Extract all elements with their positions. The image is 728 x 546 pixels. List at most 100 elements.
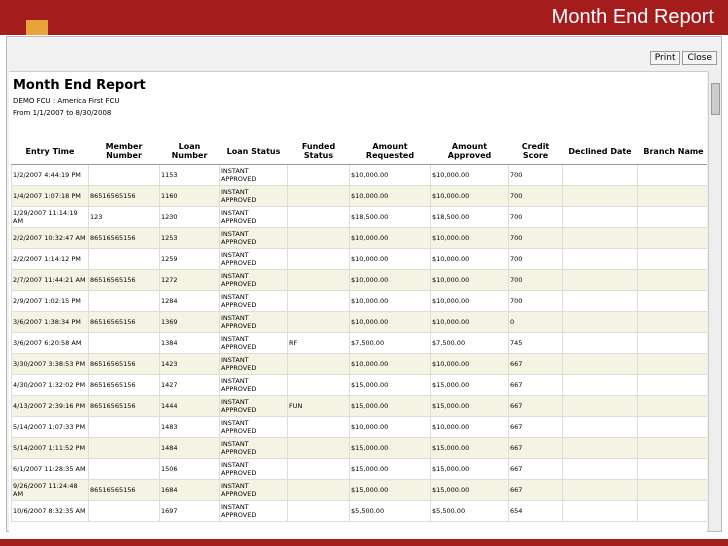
report-table: Entry Time Member Number Loan Number Loan S… bbox=[11, 138, 707, 522]
table-row: 5/14/2007 1:07:33 PM 1483 INSTANT APPROVED… bbox=[11, 416, 707, 438]
table-cell: INSTANT APPROVED bbox=[219, 290, 288, 312]
table-cell: 1384 bbox=[159, 332, 220, 354]
table-cell: 1427 bbox=[159, 374, 220, 396]
table-cell bbox=[637, 164, 707, 186]
table-cell: $18,500.00 bbox=[430, 206, 509, 228]
table-cell: 86516565156 bbox=[88, 311, 160, 333]
table-row: 5/14/2007 1:11:52 PM 1484 INSTANT APPROVED… bbox=[11, 437, 707, 459]
table-cell bbox=[287, 458, 350, 480]
table-cell: INSTANT APPROVED bbox=[219, 500, 288, 522]
loan-status: INSTANT APPROVED bbox=[221, 461, 257, 477]
table-cell bbox=[88, 248, 160, 270]
table-cell bbox=[637, 458, 707, 480]
table-cell bbox=[637, 437, 707, 459]
table-cell bbox=[637, 416, 707, 438]
table-cell bbox=[562, 206, 638, 228]
table-cell bbox=[88, 332, 160, 354]
table-cell: $5,500.00 bbox=[430, 500, 509, 522]
table-cell: 10/6/2007 8:32:35 AM bbox=[11, 500, 89, 522]
table-cell: 3/30/2007 3:38:53 PM bbox=[11, 353, 89, 375]
loan-status: INSTANT APPROVED bbox=[221, 314, 257, 330]
table-cell bbox=[637, 269, 707, 291]
table-cell: $10,000.00 bbox=[349, 248, 431, 270]
table-cell bbox=[287, 269, 350, 291]
close-button[interactable]: Close bbox=[682, 51, 717, 65]
table-cell bbox=[562, 248, 638, 270]
table-cell bbox=[637, 500, 707, 522]
table-cell: 1253 bbox=[159, 227, 220, 249]
table-cell: 700 bbox=[508, 185, 563, 207]
table-cell: 5/14/2007 1:07:33 PM bbox=[11, 416, 89, 438]
table-cell: 1/2/2007 4:44:19 PM bbox=[11, 164, 89, 186]
report-content: Month End Report DEMO FCU : America Firs… bbox=[9, 71, 707, 532]
table-cell: 6/1/2007 11:28:35 AM bbox=[11, 458, 89, 480]
table-cell: INSTANT APPROVED bbox=[219, 227, 288, 249]
table-row: 3/6/2007 1:38:34 PM 86516565156 1369 INSTAN… bbox=[11, 311, 707, 333]
report-subtitle: DEMO FCU : America First FCU bbox=[13, 97, 120, 105]
table-cell bbox=[287, 353, 350, 375]
table-cell bbox=[287, 374, 350, 396]
table-cell: 745 bbox=[508, 332, 563, 354]
table-cell: $10,000.00 bbox=[349, 227, 431, 249]
table-cell: INSTANT APPROVED bbox=[219, 206, 288, 228]
table-cell bbox=[88, 164, 160, 186]
table-cell bbox=[287, 248, 350, 270]
table-cell: $10,000.00 bbox=[430, 290, 509, 312]
scroll-thumb[interactable] bbox=[711, 83, 720, 115]
table-cell: INSTANT APPROVED bbox=[219, 332, 288, 354]
table-row: 2/9/2007 1:02:15 PM 1284 INSTANT APPROVED $… bbox=[11, 290, 707, 312]
table-cell: $15,000.00 bbox=[349, 395, 431, 417]
loan-status: INSTANT APPROVED bbox=[221, 377, 257, 393]
table-cell: $10,000.00 bbox=[349, 185, 431, 207]
table-cell: $10,000.00 bbox=[430, 227, 509, 249]
column-header: Funded Status bbox=[287, 138, 350, 165]
table-cell: 1/29/2007 11:14:19 AM bbox=[11, 206, 89, 228]
table-cell: 123 bbox=[88, 206, 160, 228]
column-header: Branch Name bbox=[637, 138, 707, 165]
table-cell: $10,000.00 bbox=[349, 164, 431, 186]
table-cell bbox=[287, 290, 350, 312]
table-cell bbox=[287, 206, 350, 228]
table-cell bbox=[562, 290, 638, 312]
table-cell bbox=[88, 500, 160, 522]
table-cell bbox=[637, 353, 707, 375]
table-cell: 1/4/2007 1:07:18 PM bbox=[11, 185, 89, 207]
table-cell: 4/13/2007 2:39:16 PM bbox=[11, 395, 89, 417]
table-cell: INSTANT APPROVED bbox=[219, 248, 288, 270]
table-cell: 1160 bbox=[159, 185, 220, 207]
loan-status: INSTANT APPROVED bbox=[221, 335, 257, 351]
table-cell: 86516565156 bbox=[88, 395, 160, 417]
print-button[interactable]: Print bbox=[649, 51, 681, 65]
table-row: 3/30/2007 3:38:53 PM 86516565156 1423 INSTA… bbox=[11, 353, 707, 375]
table-cell: $10,000.00 bbox=[430, 353, 509, 375]
table-cell: $10,000.00 bbox=[430, 164, 509, 186]
table-cell: $15,000.00 bbox=[349, 374, 431, 396]
table-cell: 654 bbox=[508, 500, 563, 522]
table-cell: $10,000.00 bbox=[430, 185, 509, 207]
top-bar: Month End Report bbox=[0, 0, 728, 35]
table-row: 3/6/2007 6:20:58 AM 1384 INSTANT APPROVED R… bbox=[11, 332, 707, 354]
table-cell: 700 bbox=[508, 290, 563, 312]
table-cell: $15,000.00 bbox=[430, 437, 509, 459]
table-cell: INSTANT APPROVED bbox=[219, 164, 288, 186]
table-cell: 1444 bbox=[159, 395, 220, 417]
table-cell: 0 bbox=[508, 311, 563, 333]
table-cell bbox=[637, 248, 707, 270]
logo-square bbox=[26, 20, 48, 35]
report-title: Month End Report bbox=[13, 78, 146, 93]
table-cell: 2/2/2007 1:14:12 PM bbox=[11, 248, 89, 270]
table-cell bbox=[287, 164, 350, 186]
table-cell bbox=[287, 311, 350, 333]
table-body: 1/2/2007 4:44:19 PM 1153 INSTANT APPROVED $… bbox=[11, 164, 707, 522]
table-cell: 667 bbox=[508, 353, 563, 375]
table-cell: $5,500.00 bbox=[349, 500, 431, 522]
table-cell bbox=[637, 479, 707, 501]
table-cell: 667 bbox=[508, 437, 563, 459]
table-cell bbox=[562, 416, 638, 438]
table-cell: 667 bbox=[508, 479, 563, 501]
scrollbar[interactable] bbox=[708, 71, 721, 531]
column-header: Amount Requested bbox=[349, 138, 431, 165]
table-cell bbox=[88, 416, 160, 438]
table-cell: $10,000.00 bbox=[430, 269, 509, 291]
table-cell: 700 bbox=[508, 164, 563, 186]
